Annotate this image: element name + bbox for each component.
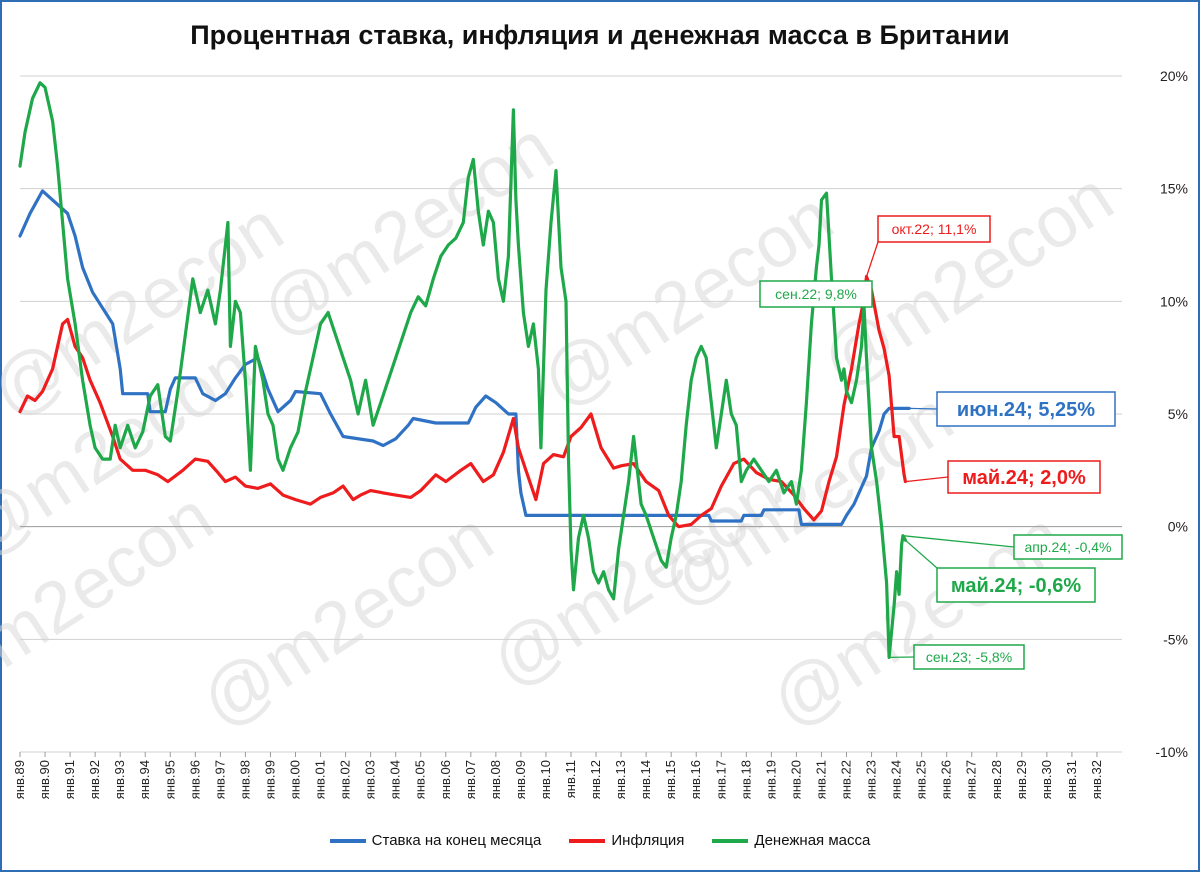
x-tick-label: янв.98 [237,760,252,799]
x-tick-label: янв.21 [813,760,828,799]
series-line-rate [18,189,911,526]
x-tick-label: янв.32 [1089,760,1104,799]
annotation-label: окт.22; 11,1% [892,221,977,237]
x-tick-label: янв.90 [37,760,52,799]
x-tick-label: янв.29 [1014,760,1029,799]
y-tick-label: 15% [1160,181,1188,197]
x-tick-label: янв.30 [1039,760,1054,799]
x-tick-label: янв.04 [388,760,403,799]
series-lines [18,81,911,659]
annotation-box [877,215,991,243]
annotation-label: апр.24; -0,4% [1025,539,1112,555]
y-tick-label: 10% [1160,293,1188,309]
annotation-leader [902,535,1015,548]
x-tick-label: янв.12 [588,760,603,799]
annotation-label: сен.22; 9,8% [775,286,857,302]
watermark-text: @m2econ [187,497,507,743]
x-tick-label: янв.03 [363,760,378,799]
legend-label-inflation: Инфляция [611,832,685,849]
annotation-box [936,391,1116,427]
x-tick-label: янв.22 [839,760,854,799]
x-tick-label: янв.13 [613,760,628,799]
x-tick-label: янв.18 [738,760,753,799]
x-tick-label: янв.15 [663,760,678,799]
x-tick-label: янв.08 [488,760,503,799]
x-tick-label: янв.10 [538,760,553,799]
legend-item-inflation[interactable]: Инфляция [569,832,684,849]
x-tick-label: янв.14 [638,760,653,799]
x-tick-label: янв.89 [12,760,27,799]
x-tick-label: янв.91 [62,760,77,799]
x-tick-label: янв.17 [713,760,728,799]
y-axis-ticks: 20% 15% 10% 5% 0% -5% -10% [1155,68,1188,760]
y-tick-label: 20% [1160,68,1188,84]
series-line-money-supply [18,81,907,659]
x-tick-label: янв.96 [187,760,202,799]
annotation-leader [904,539,938,569]
x-tick-label: янв.24 [889,760,904,799]
annotation-leader [905,476,949,483]
x-axis-ticks: янв.89 янв.90 янв.91 янв.92 янв.93 янв.94 янв.… [12,752,1104,799]
x-tick-label: янв.01 [313,760,328,799]
legend-label-rate: Ставка на конец месяца [371,832,542,849]
annotation-leader [909,407,938,410]
y-tick-label: -10% [1155,744,1188,760]
y-tick-label: 0% [1168,519,1188,535]
x-tick-label: янв.95 [162,760,177,799]
y-tick-label: -5% [1163,631,1188,647]
x-tick-label: янв.28 [989,760,1004,799]
x-tick-label: янв.09 [513,760,528,799]
annotation-label: июн.24; 5,25% [957,399,1095,421]
annotation-box [1013,534,1123,560]
annotation-box [936,567,1096,603]
series-line-inflation [18,274,907,529]
annotation-label: май.24; -0,6% [951,575,1081,597]
x-tick-label: янв.11 [563,760,578,798]
annotation-leader [865,241,879,277]
legend-swatch-rate [329,838,366,843]
legend-label-money-supply: Денежная масса [754,832,871,849]
annotation-label: май.24; 2,0% [962,467,1086,489]
x-tick-label: янв.00 [288,760,303,799]
annotation-box [913,644,1025,670]
x-tick-label: янв.31 [1064,760,1079,799]
x-tick-label: янв.06 [438,760,453,799]
x-tick-label: янв.02 [338,760,353,799]
legend-swatch-inflation [569,838,606,843]
annotation-box [947,460,1101,494]
x-tick-label: янв.99 [262,760,277,799]
x-tick-label: янв.25 [914,760,929,799]
x-tick-label: янв.16 [688,760,703,799]
annotation-label: сен.23; -5,8% [926,649,1012,665]
annotation-box [759,280,873,308]
chart-title: Процентная ставка, инфляция и денежная м… [190,20,1010,50]
x-tick-label: янв.92 [87,760,102,799]
legend-item-money-supply[interactable]: Денежная масса [712,832,870,849]
x-tick-label: янв.26 [939,760,954,799]
x-tick-label: янв.05 [413,760,428,799]
x-tick-label: янв.19 [763,760,778,799]
x-tick-label: янв.07 [463,760,478,799]
legend: Ставка на конец месяца Инфляция Денежная… [0,832,1200,849]
x-tick-label: янв.97 [212,760,227,799]
watermark-text: @m2econ [807,157,1127,403]
x-tick-label: янв.20 [788,760,803,799]
x-tick-label: янв.93 [112,760,127,799]
annotations: июн.24; 5,25% май.24; 2,0% май.24; -0,6% ок… [759,215,1123,670]
x-tick-label: янв.23 [864,760,879,799]
y-tick-label: 5% [1168,406,1188,422]
legend-item-rate[interactable]: Ставка на конец месяца [329,832,542,849]
x-tick-label: янв.27 [964,760,979,799]
legend-swatch-money-supply [712,838,749,843]
x-tick-label: янв.94 [137,760,152,799]
